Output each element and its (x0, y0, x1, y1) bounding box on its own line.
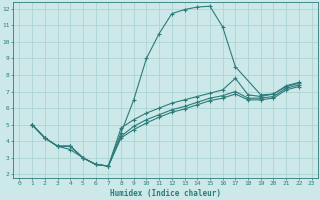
X-axis label: Humidex (Indice chaleur): Humidex (Indice chaleur) (110, 189, 221, 198)
